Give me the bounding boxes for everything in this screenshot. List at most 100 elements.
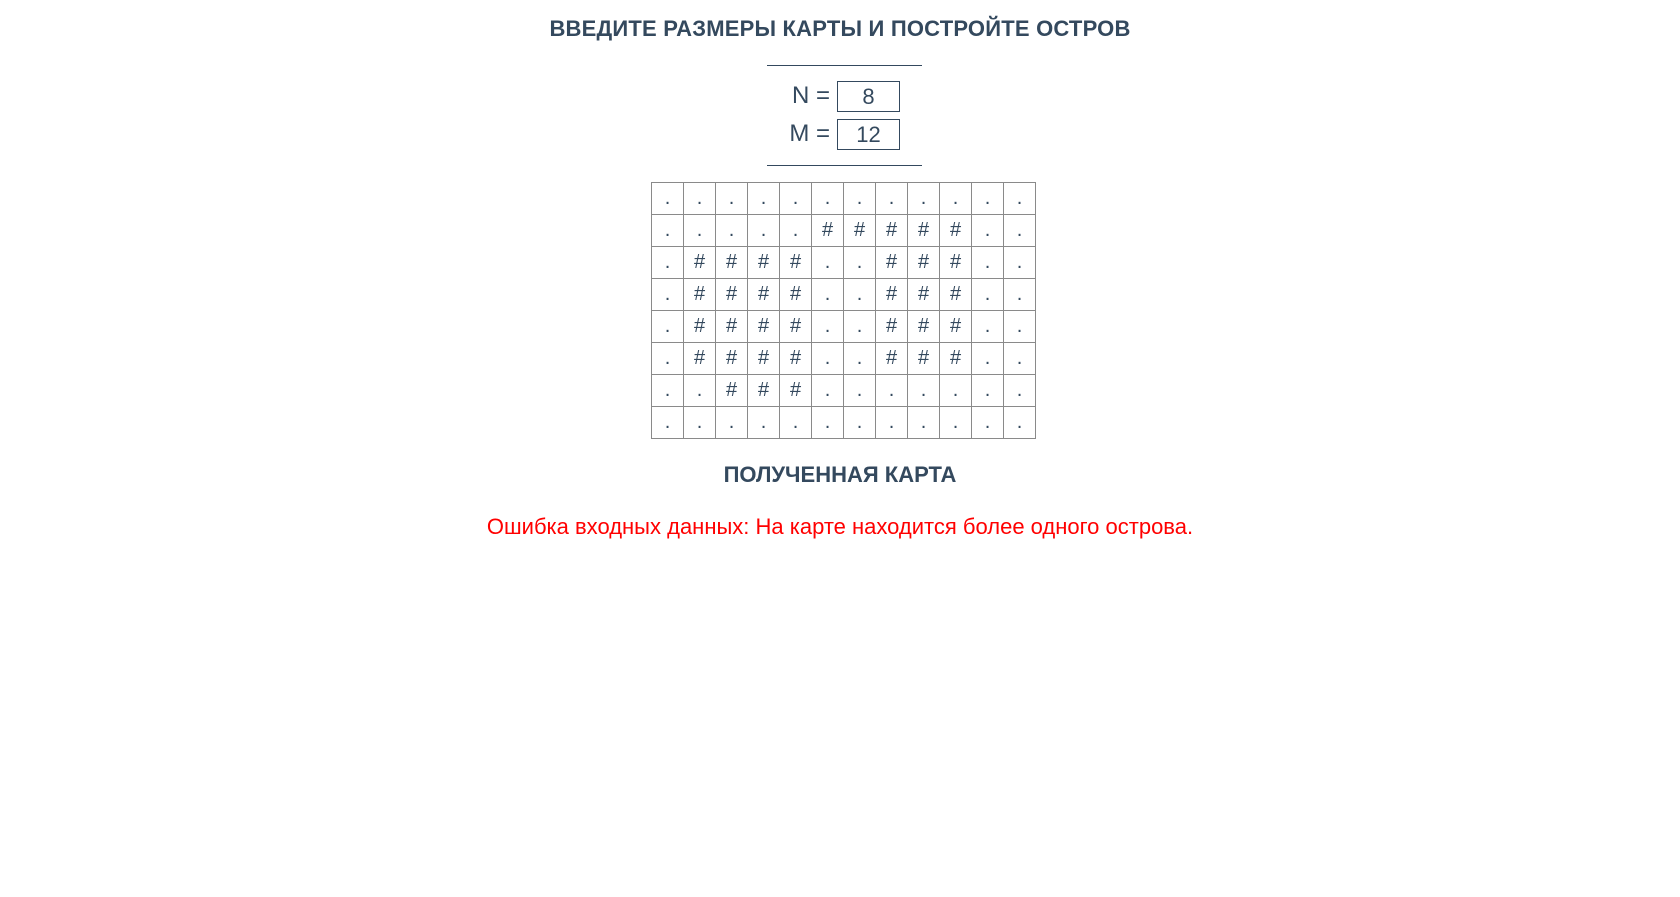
- map-cell[interactable]: .: [1004, 215, 1036, 247]
- map-cell[interactable]: .: [652, 215, 684, 247]
- map-cell[interactable]: #: [684, 311, 716, 343]
- map-cell[interactable]: .: [652, 183, 684, 215]
- map-cell[interactable]: .: [812, 279, 844, 311]
- map-cell[interactable]: #: [748, 343, 780, 375]
- map-cell[interactable]: #: [684, 279, 716, 311]
- map-cell[interactable]: .: [652, 311, 684, 343]
- map-cell[interactable]: #: [716, 247, 748, 279]
- map-cell[interactable]: .: [652, 279, 684, 311]
- map-cell[interactable]: .: [812, 407, 844, 439]
- map-cell[interactable]: #: [748, 247, 780, 279]
- map-cell[interactable]: #: [908, 215, 940, 247]
- map-cell[interactable]: .: [652, 343, 684, 375]
- map-cell[interactable]: #: [780, 247, 812, 279]
- map-cell[interactable]: .: [1004, 183, 1036, 215]
- map-cell[interactable]: .: [972, 311, 1004, 343]
- map-cell[interactable]: .: [812, 311, 844, 343]
- map-cell[interactable]: .: [844, 407, 876, 439]
- map-cell[interactable]: .: [812, 247, 844, 279]
- map-cell[interactable]: .: [940, 375, 972, 407]
- map-cell[interactable]: #: [908, 343, 940, 375]
- map-cell[interactable]: .: [876, 183, 908, 215]
- map-cell[interactable]: .: [940, 183, 972, 215]
- map-cell[interactable]: .: [972, 215, 1004, 247]
- map-cell[interactable]: #: [876, 343, 908, 375]
- map-cell[interactable]: #: [748, 375, 780, 407]
- map-cell[interactable]: .: [972, 375, 1004, 407]
- map-cell[interactable]: .: [652, 375, 684, 407]
- n-input[interactable]: [837, 81, 900, 112]
- map-cell[interactable]: .: [1004, 311, 1036, 343]
- map-cell[interactable]: #: [780, 311, 812, 343]
- map-cell[interactable]: .: [652, 407, 684, 439]
- map-cell[interactable]: #: [844, 215, 876, 247]
- map-cell[interactable]: .: [780, 407, 812, 439]
- map-cell[interactable]: .: [780, 183, 812, 215]
- map-cell[interactable]: .: [684, 407, 716, 439]
- map-cell[interactable]: .: [844, 279, 876, 311]
- map-cell[interactable]: #: [940, 279, 972, 311]
- map-cell[interactable]: .: [748, 183, 780, 215]
- map-cell[interactable]: .: [844, 343, 876, 375]
- map-cell[interactable]: .: [812, 375, 844, 407]
- map-cell[interactable]: #: [876, 247, 908, 279]
- map-cell[interactable]: .: [684, 375, 716, 407]
- map-cell[interactable]: .: [1004, 279, 1036, 311]
- map-cell[interactable]: #: [748, 279, 780, 311]
- map-cell[interactable]: .: [940, 407, 972, 439]
- error-message: Ошибка входных данных: На карте находитс…: [486, 514, 1194, 539]
- map-cell[interactable]: .: [780, 215, 812, 247]
- map-cell[interactable]: #: [716, 279, 748, 311]
- map-cell[interactable]: .: [908, 375, 940, 407]
- map-cell[interactable]: .: [1004, 247, 1036, 279]
- map-cell[interactable]: .: [972, 407, 1004, 439]
- map-cell[interactable]: #: [780, 343, 812, 375]
- map-cell[interactable]: #: [908, 279, 940, 311]
- map-cell[interactable]: #: [940, 247, 972, 279]
- map-cell[interactable]: #: [812, 215, 844, 247]
- map-cell[interactable]: .: [972, 247, 1004, 279]
- map-cell[interactable]: #: [908, 247, 940, 279]
- map-cell[interactable]: #: [780, 375, 812, 407]
- map-cell[interactable]: .: [972, 343, 1004, 375]
- map-cell[interactable]: .: [876, 407, 908, 439]
- map-cell[interactable]: .: [716, 407, 748, 439]
- map-cell[interactable]: #: [716, 343, 748, 375]
- map-cell[interactable]: .: [684, 183, 716, 215]
- map-cell[interactable]: .: [844, 375, 876, 407]
- map-cell[interactable]: #: [908, 311, 940, 343]
- map-cell[interactable]: #: [940, 343, 972, 375]
- map-cell[interactable]: .: [844, 183, 876, 215]
- map-cell[interactable]: .: [1004, 343, 1036, 375]
- map-cell[interactable]: .: [844, 311, 876, 343]
- map-cell[interactable]: .: [844, 247, 876, 279]
- map-cell[interactable]: #: [940, 215, 972, 247]
- map-cell[interactable]: .: [716, 183, 748, 215]
- map-cell[interactable]: .: [812, 343, 844, 375]
- map-cell[interactable]: .: [1004, 407, 1036, 439]
- map-cell[interactable]: .: [748, 407, 780, 439]
- map-cell[interactable]: #: [876, 311, 908, 343]
- map-cell[interactable]: .: [716, 215, 748, 247]
- map-cell[interactable]: #: [876, 279, 908, 311]
- map-cell[interactable]: #: [684, 343, 716, 375]
- map-cell[interactable]: #: [940, 311, 972, 343]
- map-cell[interactable]: #: [684, 247, 716, 279]
- map-cell[interactable]: .: [972, 279, 1004, 311]
- map-cell[interactable]: .: [908, 407, 940, 439]
- m-input[interactable]: [837, 119, 900, 150]
- map-cell[interactable]: #: [716, 311, 748, 343]
- map-cell[interactable]: .: [972, 183, 1004, 215]
- map-cell[interactable]: #: [780, 279, 812, 311]
- map-cell[interactable]: #: [748, 311, 780, 343]
- map-cell[interactable]: #: [876, 215, 908, 247]
- map-cell[interactable]: .: [876, 375, 908, 407]
- map-cell[interactable]: #: [716, 375, 748, 407]
- map-cell[interactable]: .: [652, 247, 684, 279]
- map-cell[interactable]: .: [1004, 375, 1036, 407]
- map-cell[interactable]: .: [908, 183, 940, 215]
- map-cell[interactable]: .: [684, 215, 716, 247]
- map-cell[interactable]: .: [748, 215, 780, 247]
- map-cell[interactable]: .: [812, 183, 844, 215]
